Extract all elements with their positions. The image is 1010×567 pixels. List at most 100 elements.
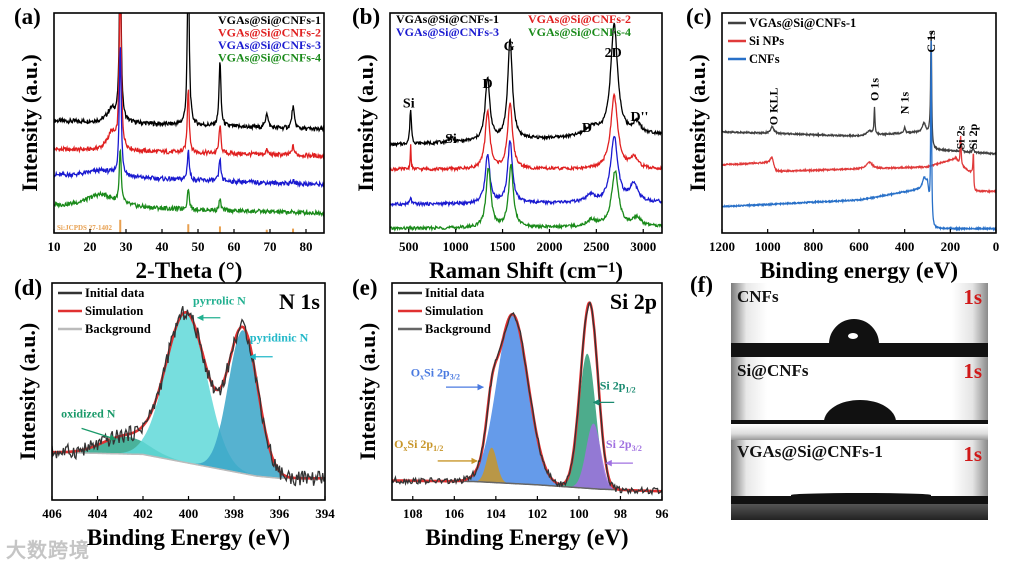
x-tick-label: 102 — [528, 506, 548, 521]
x-tick-label: 20 — [84, 239, 97, 254]
legend-label: Simulation — [85, 304, 143, 318]
x-tick-label: 1200 — [709, 239, 735, 254]
x-tick-label: 1000 — [755, 239, 781, 254]
fit-component-2 — [52, 312, 325, 479]
x-tick-label: 106 — [445, 506, 465, 521]
label-text: O — [394, 437, 403, 451]
label-text: Si 2p — [600, 378, 626, 392]
peak-annotation: Si 2s — [954, 125, 968, 149]
plot-area — [392, 301, 662, 496]
y-axis-label: Intensity (a.u.) — [15, 323, 40, 461]
legend-entry: VGAs@Si@CNFs-1 — [396, 12, 499, 26]
series-line-3 — [54, 47, 324, 189]
series-line-4 — [390, 163, 662, 232]
water-droplet — [824, 400, 896, 422]
fit-component-3 — [52, 330, 325, 479]
peak-annotation: Si 2p — [966, 123, 980, 149]
x-tick-label: 10 — [48, 239, 61, 254]
legend-entry: VGAs@Si@CNFs-2 — [528, 12, 631, 26]
frame-time: 1s — [963, 359, 982, 383]
x-tick-label: 400 — [179, 506, 199, 521]
panel-label-f: (f) — [690, 272, 713, 297]
chart-e: Si 2p 108 106 104 102 100 98 96 Binding Energy (… — [352, 275, 669, 550]
frame-label: CNFs — [737, 287, 779, 306]
substrate — [731, 343, 988, 357]
series-line-3 — [390, 135, 662, 208]
plot-frame — [53, 12, 325, 234]
x-tick-label: 100 — [569, 506, 589, 521]
legend-label: Initial data — [85, 286, 145, 300]
x-tick-label: 2500 — [583, 239, 609, 254]
x-tick-label: 406 — [42, 506, 62, 521]
peak-annotation: D — [482, 77, 492, 92]
substrate-body — [731, 424, 988, 440]
x-tick-label: 80 — [300, 239, 313, 254]
initial-data-line — [392, 301, 662, 496]
legend-entry: VGAs@Si@CNFs-3 — [396, 25, 499, 39]
x-tick-label: 40 — [156, 239, 169, 254]
fit-component-1 — [392, 314, 662, 492]
plot-area — [52, 306, 325, 487]
peak-annotation: D'' — [631, 110, 649, 125]
x-tick-label: 400 — [895, 239, 915, 254]
y-axis-label: Intensity (a.u.) — [17, 54, 42, 192]
chart-a: Si:JCPDS 27-1402 10 20 30 40 50 60 70 80 2-Theta … — [14, 4, 325, 283]
series-line-2 — [722, 135, 996, 195]
frame-time: 1s — [963, 285, 982, 309]
x-axis-label: Raman Shift (cm⁻¹) — [429, 258, 623, 283]
x-tick-label: 396 — [270, 506, 290, 521]
x-tick-label: 1500 — [490, 239, 516, 254]
x-tick-label: 2000 — [536, 239, 562, 254]
legend-entry: VGAs@Si@CNFs-4 — [528, 25, 631, 39]
x-tick-label: 600 — [849, 239, 869, 254]
plot-frame — [391, 282, 663, 501]
watermark: 大数跨境 — [6, 538, 90, 562]
frame-label: VGAs@Si@CNFs-1 — [737, 442, 883, 461]
series-line-1 — [722, 30, 996, 156]
legend-label: Si NPs — [749, 34, 784, 48]
substrate-body — [731, 504, 988, 520]
background-line — [52, 451, 325, 480]
plot-frame — [389, 12, 663, 234]
component-annotation: oxidized N — [61, 407, 116, 421]
panel-label-d: (d) — [14, 275, 42, 300]
peak-annotation: Si — [445, 132, 457, 147]
chart-b: 500 1000 1500 2000 2500 3000 Raman Shift (cm⁻¹… — [352, 4, 663, 283]
x-tick-label: 50 — [192, 239, 205, 254]
core-level-label: N 1s — [279, 289, 320, 314]
core-level-label: Si 2p — [610, 289, 657, 314]
x-tick-label: 3000 — [630, 239, 656, 254]
water-film — [791, 493, 931, 497]
peak-annotation: O KLL — [766, 88, 780, 126]
x-tick-label: 394 — [315, 506, 335, 521]
subscript: 3/2 — [632, 444, 642, 453]
peak-annotation: O 1s — [868, 78, 882, 101]
series-line-3 — [722, 40, 996, 232]
substrate — [731, 496, 988, 504]
panel-label-e: (e) — [352, 275, 378, 300]
series-line-4 — [54, 148, 324, 218]
x-tick-label: 1000 — [443, 239, 469, 254]
substrate — [731, 420, 988, 424]
x-tick-label: 60 — [228, 239, 241, 254]
frame-label: Si@CNFs — [737, 361, 809, 380]
subscript: x — [403, 444, 407, 453]
peak-annotation: D' — [582, 121, 596, 136]
series-line-1 — [54, 13, 324, 133]
component-annotation: OxSi 2p1/2 — [394, 437, 443, 453]
legend-label: Simulation — [425, 304, 483, 318]
plot-area — [54, 13, 324, 233]
peak-annotation: 2D — [605, 46, 622, 61]
x-tick-label: 0 — [993, 239, 1000, 254]
initial-data-line — [52, 306, 325, 487]
y-axis-label: Intensity (a.u.) — [353, 54, 378, 192]
label-text: Si 2p — [407, 437, 433, 451]
label-text: Si 2p — [424, 365, 450, 379]
x-tick-label: 30 — [120, 239, 133, 254]
series-line-2 — [390, 92, 662, 173]
x-tick-label: 500 — [399, 239, 419, 254]
x-tick-label: 108 — [403, 506, 423, 521]
legend-label: Initial data — [425, 286, 485, 300]
legend-entry: VGAs@Si@CNFs-3 — [218, 38, 321, 52]
